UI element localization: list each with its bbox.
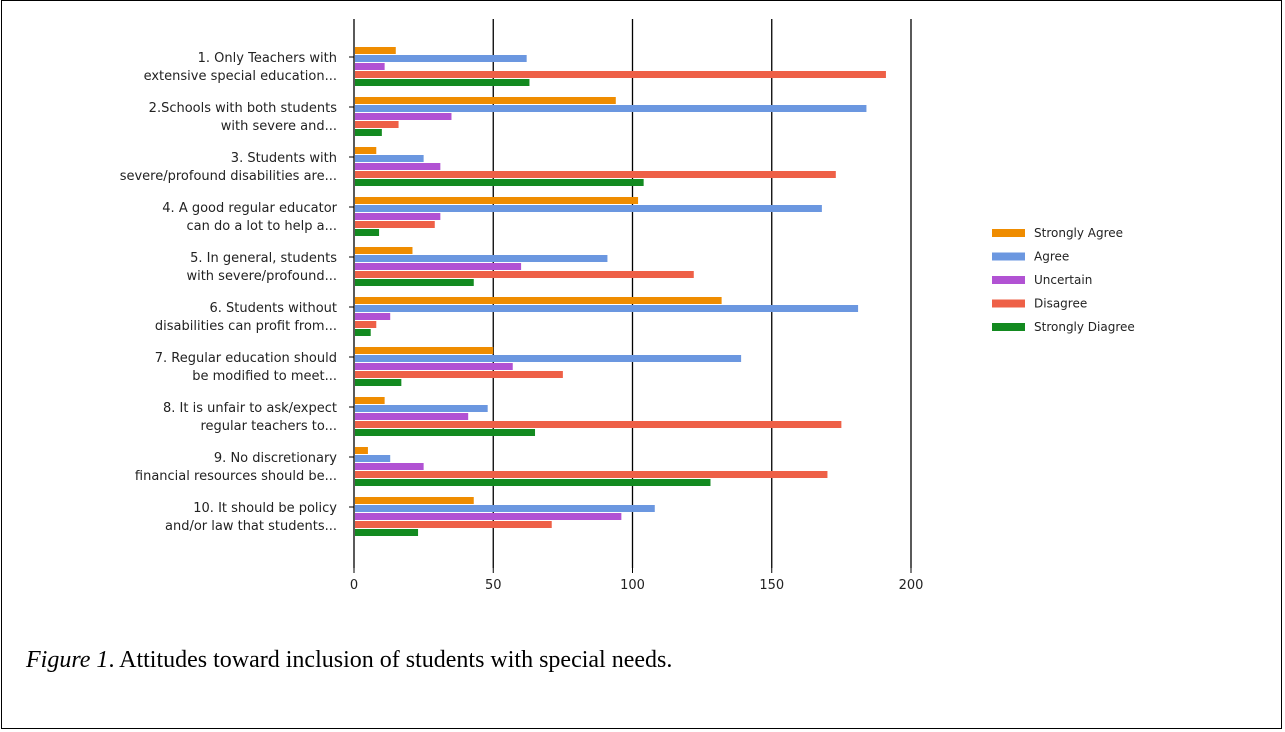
legend-label: Strongly Agree [1034,226,1123,240]
legend-label: Uncertain [1034,273,1092,287]
bar [355,263,522,270]
bar [355,379,402,386]
legend-swatch [992,299,1025,308]
bar [355,529,419,536]
bar [355,229,380,236]
bar [355,129,382,136]
category-label: 1. Only Teachers with [198,51,337,66]
bar [355,79,530,86]
bar [355,163,441,170]
figure-caption: Figure 1. Attitudes toward inclusion of … [26,647,672,674]
category-label: disabilities can profit from... [155,319,337,334]
bar [355,155,424,162]
bar [355,221,435,228]
legend-swatch [992,276,1025,284]
category-label: regular teachers to... [200,419,337,434]
category-label: 2.Schools with both students [149,101,338,116]
bar [355,329,371,336]
legend-swatch [992,229,1025,237]
bar [355,397,385,404]
bar [355,205,822,212]
bar [355,513,622,520]
x-tick-label: 50 [485,578,502,593]
bar [355,421,842,428]
bar [355,405,488,412]
category-label: 6. Students without [210,301,338,316]
bar [355,247,413,254]
x-tick-labels: 0 50 100 150 200 [350,578,924,593]
category-label: 9. No discretionary [214,451,337,466]
x-tick-label: 100 [620,578,645,593]
bar [355,271,694,278]
legend-swatch [992,323,1025,331]
bar [355,363,513,370]
legend-label: Agree [1034,250,1069,264]
category-label: financial resources should be... [135,469,337,484]
category-label: 10. It should be policy [193,501,337,516]
bar [355,171,836,178]
bar [355,63,385,70]
bar [355,147,377,154]
bar [355,305,859,312]
category-label: 8. It is unfair to ask/expect [163,401,337,416]
bar [355,355,742,362]
bar [355,71,886,78]
bar [355,121,399,128]
bar [355,313,391,320]
bar [355,55,527,62]
bar [355,371,563,378]
bar [355,521,552,528]
bar [355,447,368,454]
bar [355,297,722,304]
category-label: can do a lot to help a... [187,219,338,234]
bar [355,179,644,186]
legend-label: Strongly Diagree [1034,320,1135,334]
category-label: 4. A good regular educator [162,201,337,216]
category-labels: 1. Only Teachers with extensive special e… [120,51,338,534]
category-label: with severe and... [221,119,337,134]
bars [355,47,886,536]
bar [355,505,655,512]
bar [355,479,711,486]
category-label: extensive special education... [144,69,337,84]
bar [355,213,441,220]
bar [355,113,452,120]
category-label: and/or law that students... [165,519,337,534]
bar [355,497,474,504]
axes [349,19,912,573]
bar [355,97,616,104]
bar [355,347,494,354]
category-label: with severe/profound... [186,269,337,284]
bar [355,429,536,436]
bar [355,197,639,204]
bar [355,471,828,478]
x-tick-label: 150 [759,578,784,593]
bar [355,47,396,54]
legend: Strongly Agree Agree Uncertain Disagree Stro… [992,226,1135,334]
bar [355,321,377,328]
bar-chart: 0 50 100 150 200 1. Only Teachers with extens… [120,19,1135,593]
caption-text: . Attitudes toward inclusion of students… [108,647,673,673]
bar [355,279,474,286]
bar [355,255,608,262]
legend-swatch [992,252,1025,261]
bar [355,463,424,470]
x-tick-label: 200 [899,578,924,593]
category-label: 7. Regular education should [155,351,337,366]
bar [355,105,867,112]
category-label: severe/profound disabilities are... [120,169,337,184]
category-label: 3. Students with [231,151,337,166]
bar [355,455,391,462]
bar [355,413,469,420]
category-label: be modified to meet... [192,369,337,384]
category-label: 5. In general, students [190,251,337,266]
x-tick-label: 0 [350,578,358,593]
figure-label: Figure 1 [26,647,109,673]
legend-label: Disagree [1034,297,1087,311]
